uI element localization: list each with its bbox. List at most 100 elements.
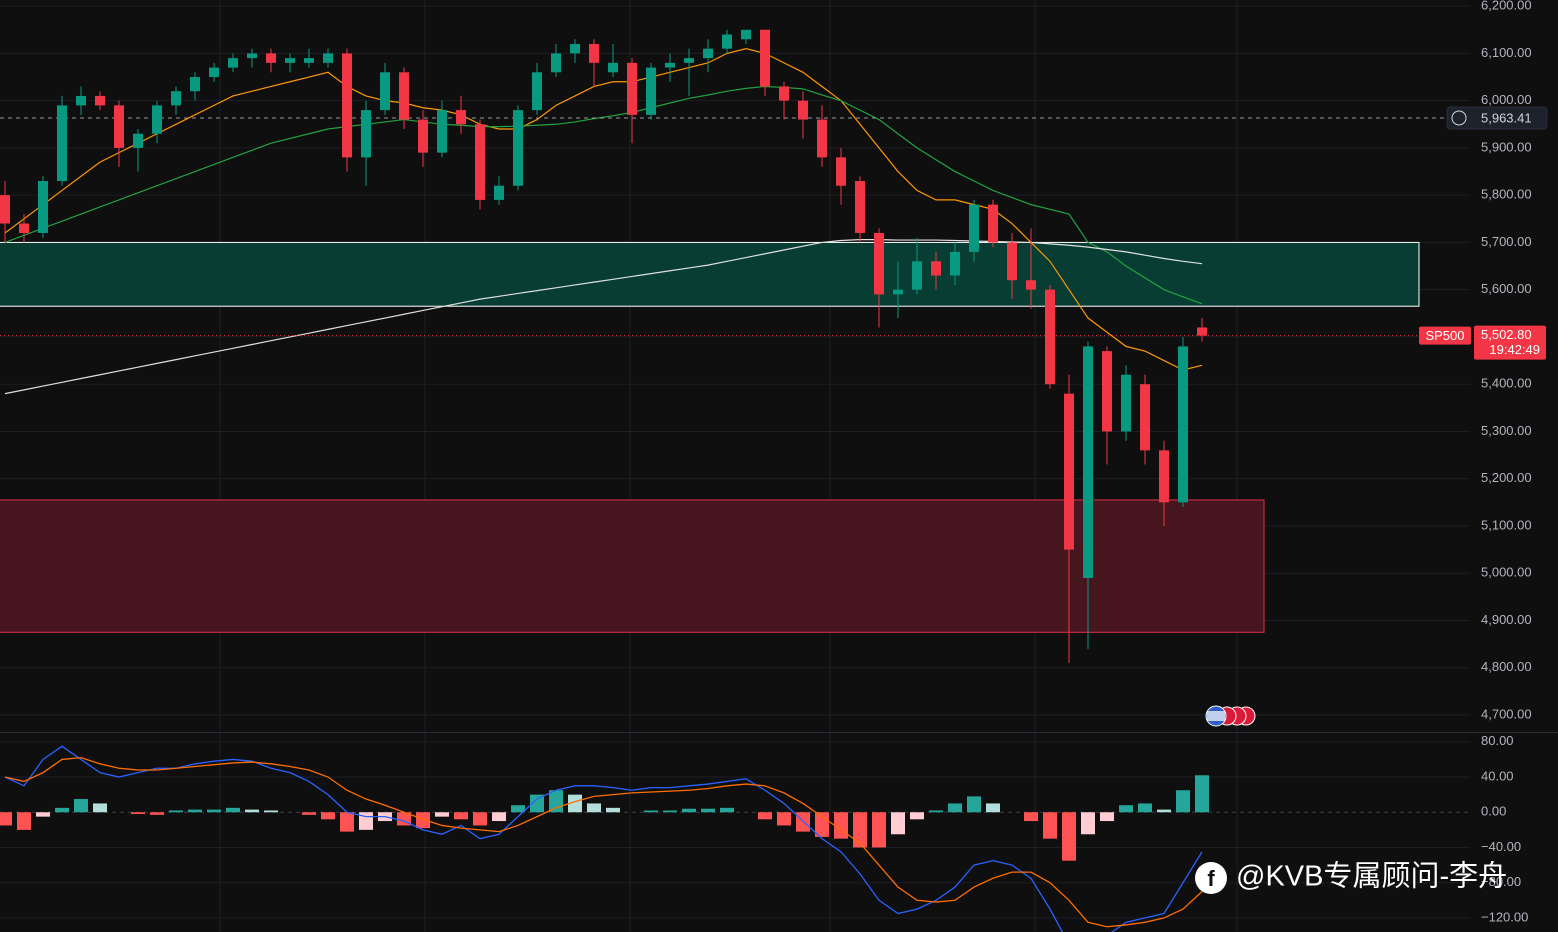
macd-histogram-bar (74, 799, 88, 813)
y-tick-label: 5,400.00 (1481, 376, 1532, 391)
macd-histogram-bar (549, 790, 563, 813)
candle-body (494, 185, 504, 200)
last-price-bg (1474, 325, 1546, 360)
candle-body (342, 53, 352, 158)
watermark: f @KVB专属顾问-李舟 (1195, 860, 1507, 894)
candle-body (589, 43, 599, 63)
candle-body (361, 110, 371, 158)
candle-body (114, 105, 124, 148)
signal-line (4, 756, 1203, 928)
macd-histogram-bar (777, 812, 791, 826)
macd-histogram-bar (663, 810, 677, 813)
macd-histogram-bar (55, 807, 69, 813)
macd-histogram-bar (834, 812, 848, 839)
candle-body (1083, 346, 1093, 578)
macd-histogram-bar (0, 812, 12, 826)
grid (0, 0, 1470, 932)
y-tick-label: 4,900.00 (1481, 612, 1532, 627)
candle-body (1064, 393, 1074, 550)
macd-histogram-bar (245, 809, 259, 813)
macd-histogram-bar (758, 812, 772, 820)
macd-histogram-bar (1024, 812, 1038, 822)
zone (0, 499, 1265, 633)
candle-body (418, 119, 428, 153)
candle-body (513, 110, 523, 186)
candle-body (95, 95, 105, 106)
macd-histogram-bar (302, 812, 316, 815)
macd-histogram-bar (416, 812, 430, 829)
candle-body (798, 100, 808, 120)
marker-label-bg (1446, 106, 1548, 130)
candle-body (152, 105, 162, 134)
candle-body (1121, 374, 1131, 432)
macd-tick-label: 80.00 (1481, 733, 1514, 748)
candle-body (437, 110, 447, 153)
candle-body (399, 72, 409, 120)
last-price-label: 5,502.80 (1481, 327, 1532, 342)
candle-body (931, 261, 941, 276)
macd-histogram-bar (435, 812, 449, 817)
candle-body (741, 29, 751, 40)
macd-histogram-bar (1062, 812, 1076, 861)
macd-histogram-bar (1119, 805, 1133, 813)
candle-body (684, 58, 694, 63)
candle-body (608, 62, 618, 73)
macd-histogram-bar (473, 812, 487, 826)
candle-body (760, 29, 770, 87)
y-tick-label: 5,800.00 (1481, 187, 1532, 202)
y-tick-label: 5,100.00 (1481, 517, 1532, 532)
macd-tick-label: 40.00 (1481, 768, 1514, 783)
marker-label: 5,963.41 (1481, 110, 1532, 125)
candle-body (1159, 450, 1169, 503)
candle-body (836, 157, 846, 186)
candle-body (209, 67, 219, 78)
y-tick-label: 5,900.00 (1481, 139, 1532, 154)
price-axis: 4,700.00 4,800.00 4,900.00 5,000.00 5,100.00… (1419, 0, 1548, 924)
macd-histogram-bar (986, 803, 1000, 813)
candle-body (627, 62, 637, 115)
candle-body (228, 58, 238, 68)
macd-histogram-bar (492, 812, 506, 822)
candle-body (285, 58, 295, 63)
candle-body (247, 53, 257, 59)
candle-body (1026, 280, 1036, 290)
price-pane (0, 29, 1470, 664)
macd-histogram-bar (910, 812, 924, 820)
candle-body (323, 53, 333, 63)
macd-histogram-bar (682, 808, 696, 813)
macd-histogram-bar (321, 812, 335, 820)
macd-histogram-bar (948, 803, 962, 813)
candle-body (779, 86, 789, 101)
y-tick-label: 5,300.00 (1481, 423, 1532, 438)
macd-tick-label: −40.00 (1481, 839, 1521, 854)
macd-tick-label: −80.00 (1481, 874, 1521, 889)
candle-body (475, 124, 485, 200)
candle-body (1178, 346, 1188, 503)
candle-body (57, 105, 67, 181)
y-tick-label: 5,700.00 (1481, 234, 1532, 249)
candle-body (570, 43, 580, 54)
event-icons (1205, 705, 1256, 727)
macd-histogram-bar (340, 812, 354, 832)
candle-body (1140, 384, 1150, 451)
candle-body (19, 223, 29, 233)
y-tick-label: 6,000.00 (1481, 92, 1532, 107)
macd-histogram-bar (17, 812, 31, 830)
candle-body (133, 133, 143, 148)
macd-histogram-bar (1176, 790, 1190, 813)
macd-histogram-bar (169, 810, 183, 813)
candle-body (171, 91, 181, 106)
moving-average (4, 238, 1203, 395)
macd-pane (0, 745, 1209, 932)
macd-histogram-bar (929, 810, 943, 813)
candle-body (76, 95, 86, 106)
candle-body (893, 289, 903, 295)
candle-body (969, 204, 979, 252)
macd-histogram-bar (967, 796, 981, 813)
candle-body (38, 180, 48, 233)
candle-body (1045, 289, 1055, 385)
macd-histogram-bar (530, 794, 544, 813)
macd-histogram-bar (264, 810, 278, 813)
